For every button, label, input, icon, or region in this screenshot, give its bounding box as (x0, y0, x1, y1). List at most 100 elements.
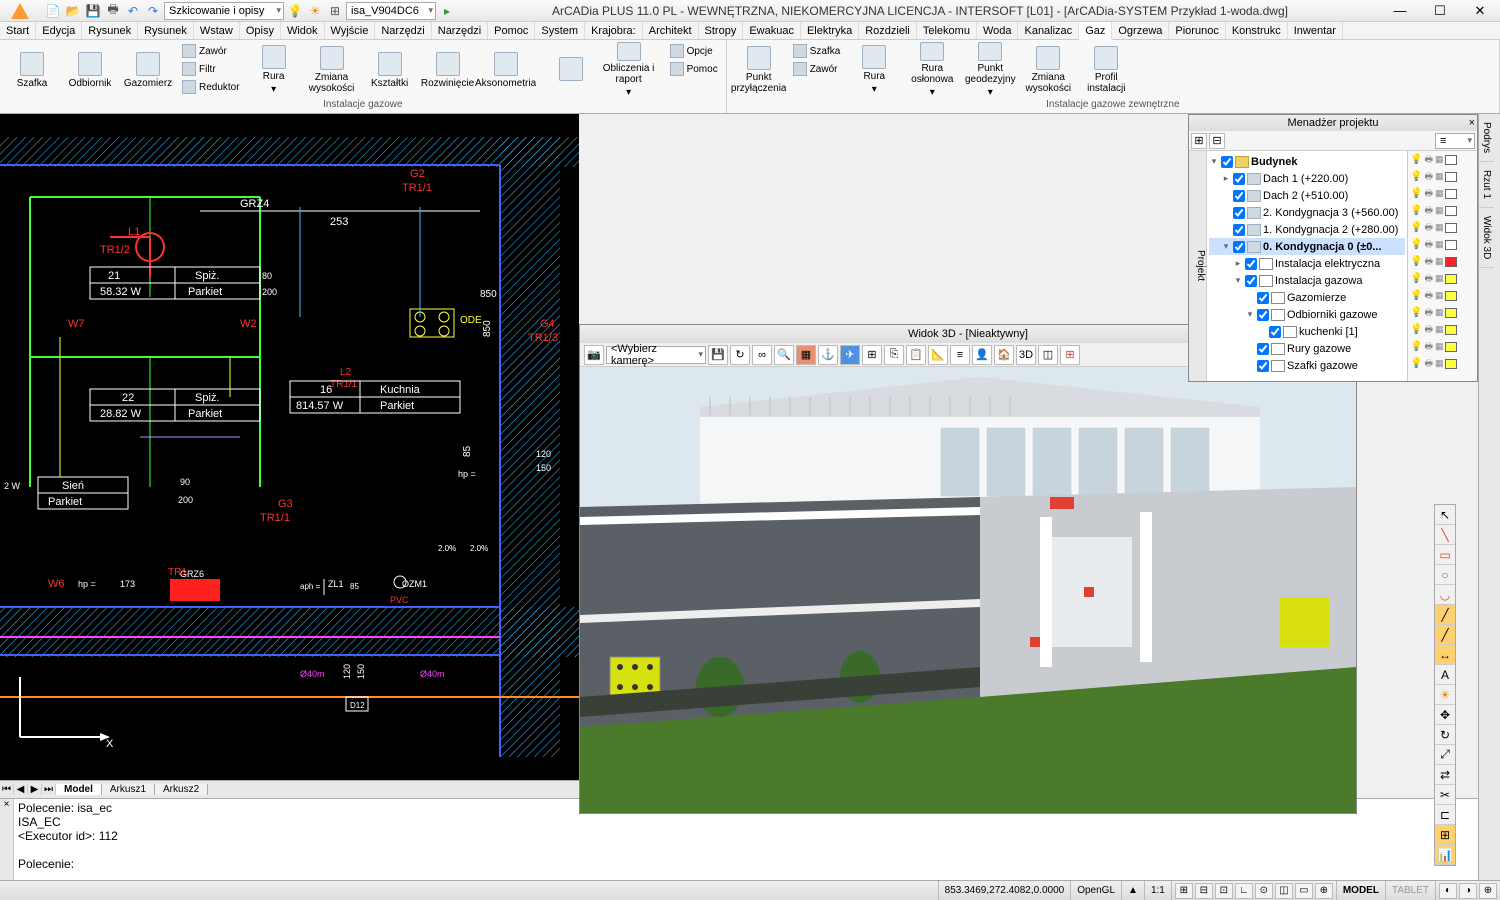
tree-row[interactable]: ▸Instalacja elektryczna (1209, 255, 1405, 272)
menu-woda[interactable]: Woda (977, 22, 1019, 39)
maximize-button[interactable]: ☐ (1420, 0, 1460, 22)
qat-bulb-icon[interactable]: 💡 (286, 2, 304, 20)
ribbon-szafka-button[interactable]: Szafka (4, 42, 60, 98)
minimize-button[interactable]: — (1380, 0, 1420, 22)
sb-tool1-icon[interactable]: ◐ (1439, 883, 1457, 899)
ribbon-odbiornik-button[interactable]: Odbiornik (62, 42, 118, 98)
rtb-multi-icon[interactable]: ╱ (1435, 625, 1455, 645)
pm-filter-combo[interactable]: ≡ (1435, 133, 1475, 149)
qat-play-icon[interactable]: ▸ (438, 2, 456, 20)
rtb-trim-icon[interactable]: ✂ (1435, 785, 1455, 805)
tb-refresh-icon[interactable]: ↻ (730, 345, 750, 365)
ribbon-pomoc-button[interactable]: Pomoc (666, 60, 722, 78)
rtb-cursor-icon[interactable]: ↖ (1435, 505, 1455, 525)
sheet-tab-arkusz1[interactable]: Arkusz1 (102, 784, 155, 795)
menu-ewakuac[interactable]: Ewakuac (743, 22, 801, 39)
ribbon-zmiana-wys2-button[interactable]: Zmiana wysokości (1020, 42, 1076, 98)
sketch-mode-combo[interactable]: Szkicowanie i opisy (164, 2, 284, 20)
qat-tool-icon[interactable]: ⊞ (326, 2, 344, 20)
sb-tool2-icon[interactable]: ◑ (1459, 883, 1477, 899)
rtb-move-icon[interactable]: ✥ (1435, 705, 1455, 725)
cmdline-close-icon[interactable]: × (0, 799, 14, 880)
qat-save-icon[interactable]: 💾 (84, 2, 102, 20)
tree-row[interactable]: Dach 2 (+510.00) (1209, 187, 1405, 204)
tb-plane-icon[interactable]: ✈ (840, 345, 860, 365)
ribbon-zmiana-wys-button[interactable]: Zmiana wysokości (304, 42, 360, 98)
viewport-2d[interactable]: 21Spiż.58.32 WParkiet80200L1TR1/2W7GRZ42… (0, 114, 579, 780)
sb-snap7-icon[interactable]: ▭ (1295, 883, 1313, 899)
qat-print-icon[interactable]: 🖶 (104, 2, 122, 20)
ribbon-blank-button[interactable] (543, 42, 599, 98)
sheet-first-icon[interactable]: ⏮ (0, 784, 14, 795)
sb-snap4-icon[interactable]: ∟ (1235, 883, 1253, 899)
tb-grid-icon[interactable]: ⊞ (862, 345, 882, 365)
side-tab-widok-3d[interactable]: Widok 3D (1479, 208, 1494, 268)
rtb-offset-icon[interactable]: ⊏ (1435, 805, 1455, 825)
sb-snap5-icon[interactable]: ⊙ (1255, 883, 1273, 899)
tree-row[interactable]: kuchenki [1] (1209, 323, 1405, 340)
rtb-grid-icon[interactable]: ⊞ (1435, 825, 1455, 845)
menu-widok[interactable]: Widok (281, 22, 325, 39)
close-button[interactable]: ✕ (1460, 0, 1500, 22)
pm-tool2-icon[interactable]: ⊟ (1209, 133, 1225, 149)
tree-row[interactable]: ▾Budynek (1209, 153, 1405, 170)
rtb-mirror-icon[interactable]: ⇄ (1435, 765, 1455, 785)
rtb-text-icon[interactable]: A (1435, 665, 1455, 685)
camera-combo[interactable]: <Wybierz kamerę> (606, 346, 706, 364)
qat-new-icon[interactable]: 📄 (44, 2, 62, 20)
rtb-sun-icon[interactable]: ☀ (1435, 685, 1455, 705)
tree-row[interactable]: Rury gazowe (1209, 340, 1405, 357)
rtb-rotate-icon[interactable]: ↻ (1435, 725, 1455, 745)
rtb-chart-icon[interactable]: 📊 (1435, 845, 1455, 865)
tb-copy-icon[interactable]: ⎘ (884, 345, 904, 365)
tree-row[interactable]: ▾Instalacja gazowa (1209, 272, 1405, 289)
tb-layer-icon[interactable]: ≡ (950, 345, 970, 365)
menu-rysunek[interactable]: Rysunek (138, 22, 194, 39)
menu-inwentar[interactable]: Inwentar (1288, 22, 1343, 39)
sb-snap1-icon[interactable]: ⊞ (1175, 883, 1193, 899)
ribbon-gazomierz-button[interactable]: Gazomierz (120, 42, 176, 98)
rtb-poly-icon[interactable]: ╱ (1435, 605, 1455, 625)
menu-wyjście[interactable]: Wyjście (325, 22, 376, 39)
sheet-prev-icon[interactable]: ◀ (14, 784, 28, 795)
menu-krajobra:[interactable]: Krajobra: (585, 22, 643, 39)
qat-redo-icon[interactable]: ↷ (144, 2, 162, 20)
tb-save-icon[interactable]: 💾 (708, 345, 728, 365)
ribbon-reduktor-button[interactable]: Reduktor (178, 78, 244, 96)
ribbon-rura2-button[interactable]: Rura▾ (846, 42, 902, 98)
ribbon-obliczenia-button[interactable]: Obliczenia i raport▾ (601, 42, 657, 98)
tb-camera-icon[interactable]: 📷 (584, 345, 604, 365)
ribbon-aksonometria-button[interactable]: Aksonometria (478, 42, 534, 98)
rtb-rect-icon[interactable]: ▭ (1435, 545, 1455, 565)
menu-kanalizac[interactable]: Kanalizac (1018, 22, 1079, 39)
menu-opisy[interactable]: Opisy (240, 22, 281, 39)
status-tablet[interactable]: TABLET (1385, 881, 1435, 900)
ribbon-ksztaltki-button[interactable]: Kształtki (362, 42, 418, 98)
menu-wstaw[interactable]: Wstaw (194, 22, 240, 39)
tb-zoom-icon[interactable]: 🔍 (774, 345, 794, 365)
sheet-tab-arkusz2[interactable]: Arkusz2 (155, 784, 208, 795)
ribbon-zawor-button[interactable]: Zawór (178, 42, 244, 60)
ribbon-szafka2-button[interactable]: Szafka (789, 42, 845, 60)
sb-snap2-icon[interactable]: ⊟ (1195, 883, 1213, 899)
sheet-next-icon[interactable]: ▶ (28, 784, 42, 795)
menu-piorunoc[interactable]: Piorunoc (1169, 22, 1225, 39)
menu-architekt[interactable]: Architekt (643, 22, 699, 39)
tb-paste-icon[interactable]: 📋 (906, 345, 926, 365)
menu-rozdzieli[interactable]: Rozdzieli (859, 22, 917, 39)
tb-link-icon[interactable]: ∞ (752, 345, 772, 365)
pm-tool1-icon[interactable]: ⊞ (1191, 133, 1207, 149)
tb-anchor-icon[interactable]: ⚓ (818, 345, 838, 365)
tree-row[interactable]: Szafki gazowe (1209, 357, 1405, 374)
tb-cube-icon[interactable]: ◫ (1038, 345, 1058, 365)
side-tab-rzut-1[interactable]: Rzut 1 (1479, 162, 1494, 208)
rtb-dim-icon[interactable]: ↔ (1435, 645, 1455, 665)
ribbon-opcje-button[interactable]: Opcje (666, 42, 722, 60)
qat-open-icon[interactable]: 📂 (64, 2, 82, 20)
pm-side-tab[interactable]: Projekt (1189, 151, 1207, 381)
ribbon-zawor2-button[interactable]: Zawór (789, 60, 845, 78)
menu-narzędzi[interactable]: Narzędzi (432, 22, 488, 39)
menu-konstrukc[interactable]: Konstrukc (1226, 22, 1288, 39)
menu-stropy[interactable]: Stropy (699, 22, 744, 39)
ribbon-punkt-przyl-button[interactable]: Punkt przyłączenia (731, 42, 787, 98)
